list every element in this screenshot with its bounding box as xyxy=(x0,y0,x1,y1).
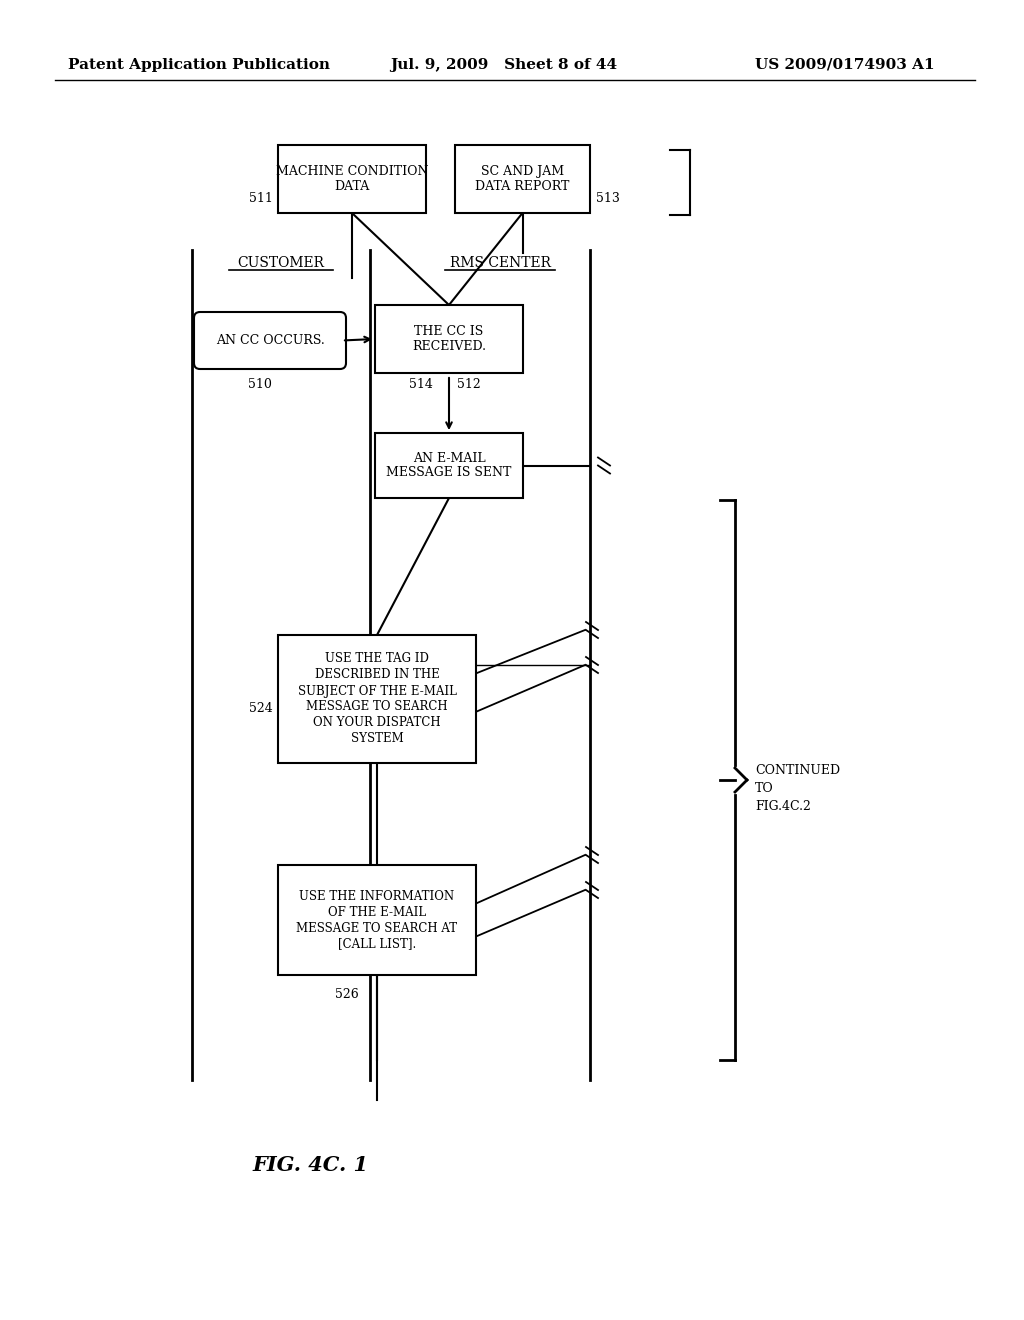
Text: 513: 513 xyxy=(596,191,620,205)
Text: CUSTOMER: CUSTOMER xyxy=(238,256,325,271)
Text: TO: TO xyxy=(755,781,774,795)
Text: 524: 524 xyxy=(249,702,273,715)
Text: 514: 514 xyxy=(409,379,433,392)
FancyBboxPatch shape xyxy=(375,305,523,374)
FancyBboxPatch shape xyxy=(278,865,476,975)
Text: FIG. 4C. 1: FIG. 4C. 1 xyxy=(252,1155,368,1175)
Text: 526: 526 xyxy=(335,989,358,1002)
Text: 512: 512 xyxy=(457,379,481,392)
Text: Patent Application Publication: Patent Application Publication xyxy=(68,58,330,73)
Text: SC AND JAM
DATA REPORT: SC AND JAM DATA REPORT xyxy=(475,165,569,193)
Text: MACHINE CONDITION
DATA: MACHINE CONDITION DATA xyxy=(275,165,428,193)
FancyBboxPatch shape xyxy=(375,433,523,498)
Text: RMS CENTER: RMS CENTER xyxy=(450,256,551,271)
Text: THE CC IS
RECEIVED.: THE CC IS RECEIVED. xyxy=(412,325,486,352)
Text: USE THE TAG ID
DESCRIBED IN THE
SUBJECT OF THE E-MAIL
MESSAGE TO SEARCH
ON YOUR : USE THE TAG ID DESCRIBED IN THE SUBJECT … xyxy=(298,652,457,746)
Text: Jul. 9, 2009   Sheet 8 of 44: Jul. 9, 2009 Sheet 8 of 44 xyxy=(390,58,617,73)
Text: AN E-MAIL
MESSAGE IS SENT: AN E-MAIL MESSAGE IS SENT xyxy=(386,451,512,479)
FancyBboxPatch shape xyxy=(278,635,476,763)
FancyBboxPatch shape xyxy=(278,145,426,213)
FancyBboxPatch shape xyxy=(455,145,590,213)
Text: FIG.4C.2: FIG.4C.2 xyxy=(755,800,811,813)
Text: CONTINUED: CONTINUED xyxy=(755,763,840,776)
Text: US 2009/0174903 A1: US 2009/0174903 A1 xyxy=(755,58,935,73)
Text: USE THE INFORMATION
OF THE E-MAIL
MESSAGE TO SEARCH AT
[CALL LIST].: USE THE INFORMATION OF THE E-MAIL MESSAG… xyxy=(296,890,458,950)
Text: 510: 510 xyxy=(248,379,272,392)
Text: 511: 511 xyxy=(249,191,273,205)
FancyBboxPatch shape xyxy=(194,312,346,370)
Text: AN CC OCCURS.: AN CC OCCURS. xyxy=(216,334,325,347)
